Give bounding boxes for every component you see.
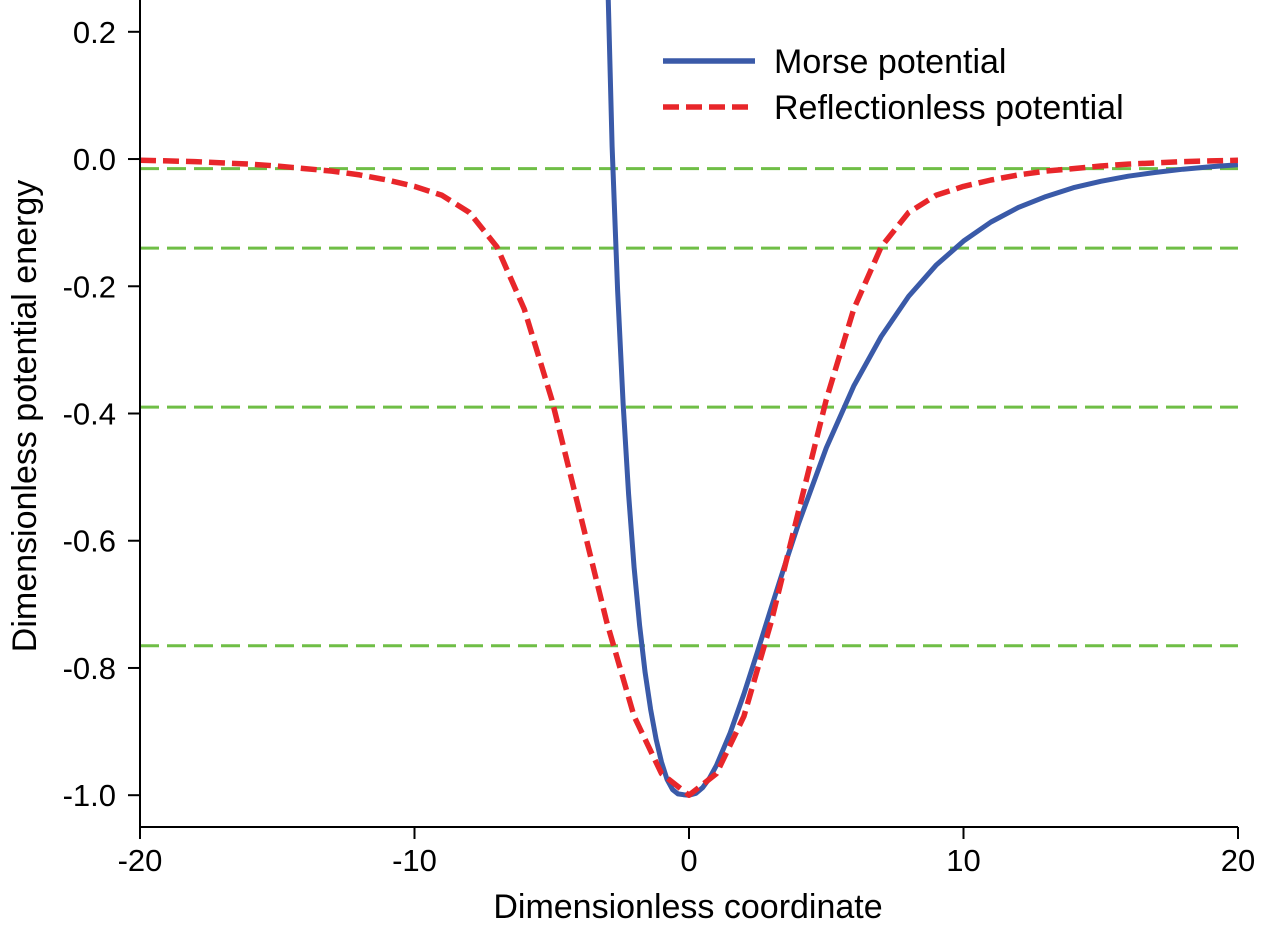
x-tick-label: 0 — [680, 843, 697, 878]
x-tick-label: 20 — [1221, 843, 1255, 878]
y-tick-label: 0.2 — [73, 15, 116, 50]
y-tick-label: -0.6 — [63, 524, 116, 559]
legend-label-morse: Morse potential — [774, 43, 1006, 81]
y-tick-label: -0.8 — [63, 651, 116, 686]
x-axis-label: Dimensionless coordinate — [493, 888, 882, 926]
series-layer — [140, 0, 1238, 798]
x-tick-label: -20 — [118, 843, 163, 878]
x-tick-label: 10 — [946, 843, 980, 878]
y-tick-label: -0.2 — [63, 269, 116, 304]
legend: Morse potential Reflectionless potential — [663, 43, 1124, 127]
legend-label-reflectionless: Reflectionless potential — [774, 89, 1124, 127]
x-tick-label: -10 — [392, 843, 437, 878]
y-tick-label: -1.0 — [63, 778, 116, 813]
y-tick-label: 0.0 — [73, 142, 116, 177]
morse-series-line — [605, 0, 1238, 798]
ticks: -20 -10 0 10 20 -1.0 -0.8 -0.6 -0.4 -0.2 0.0 0.2 — [63, 15, 1256, 878]
reflectionless-series-line — [140, 157, 1238, 798]
y-tick-label: -0.4 — [63, 397, 116, 432]
reference-lines — [140, 167, 1238, 648]
y-axis-label: Dimensionless potential energy — [6, 180, 44, 652]
